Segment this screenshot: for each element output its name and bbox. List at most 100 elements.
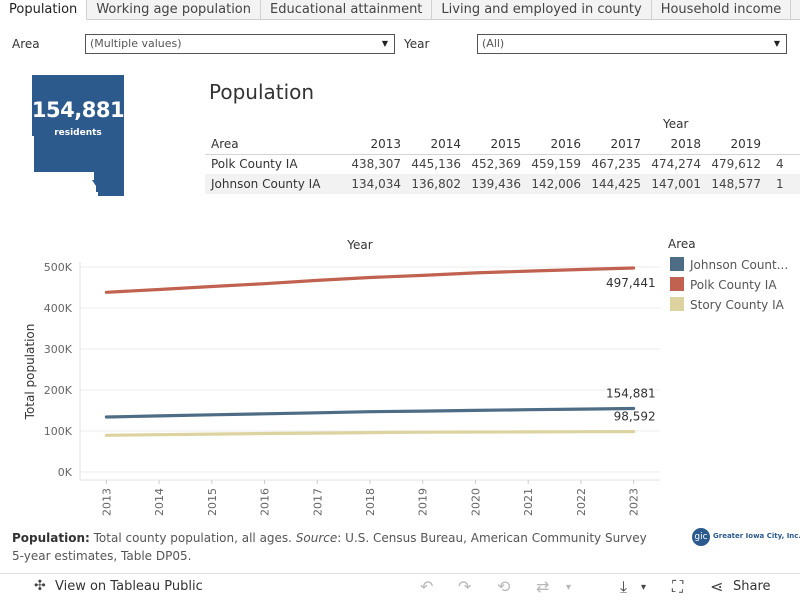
footnote-source-label: Source	[295, 531, 338, 545]
footnote-text: Total county population, all ages.	[89, 531, 296, 545]
table-value-cell: 144,425	[585, 174, 645, 194]
table-value-cell: 474,274	[651, 157, 701, 172]
greater-iowa-city-logo: gic Greater Iowa City, Inc.	[692, 527, 800, 546]
year-column-header: 2015	[465, 134, 525, 155]
chevron-down-icon[interactable]: ▾	[566, 582, 572, 593]
year-column-header: 2016	[525, 134, 585, 155]
table-value-cell: 148,577	[705, 174, 765, 194]
undo-icon[interactable]: ↶	[420, 577, 434, 596]
population-table: Area 2013 2014 2015 2016 2017 2018 2019 …	[205, 134, 800, 194]
area-filter-select[interactable]: (Multiple values) ▼	[85, 34, 395, 54]
share-button[interactable]: Share	[733, 579, 771, 594]
legend-item-story[interactable]: Story County IA	[670, 297, 784, 313]
x-tick-label: 2019	[417, 488, 430, 516]
y-tick-label: 500K	[44, 261, 73, 274]
series-line-johnson-county-ia	[104, 406, 636, 419]
year-filter-select[interactable]: (All) ▼	[477, 34, 787, 54]
revert-icon[interactable]: ⟲	[497, 577, 511, 596]
table-value-cell: 147,001	[645, 174, 705, 194]
footnote-source-text: : U.S. Census Bureau, American Community…	[12, 531, 647, 563]
table-value-cell: 467,235	[591, 157, 641, 172]
table-header-row: Area 2013 2014 2015 2016 2017 2018 2019	[205, 134, 800, 155]
x-tick-label: 2017	[311, 488, 324, 516]
table-value-cell-cut: 1	[765, 174, 800, 194]
y-tick-label: 100K	[44, 425, 73, 438]
tableau-logo-icon: ✣	[34, 578, 46, 594]
year-column-header: 2013	[343, 134, 405, 155]
table-value-cell: 438,307	[351, 157, 401, 172]
y-axis-label: Total population	[23, 324, 37, 421]
legend-item-johnson[interactable]: Johnson Count...	[670, 257, 788, 273]
resident-count-tile: 154,881 residents	[30, 72, 126, 198]
area-column-header: Area	[205, 134, 343, 155]
x-tick-label: 2022	[575, 488, 588, 516]
x-tick-label: 2018	[364, 488, 377, 516]
y-tick-label: 400K	[44, 302, 73, 315]
table-value-cell: 459,159	[531, 157, 581, 172]
table-value-cell: 142,006	[525, 174, 585, 194]
legend-label: Johnson Count...	[690, 258, 789, 272]
series-end-label: 497,441	[606, 276, 656, 290]
footnote-label: Population:	[12, 531, 90, 545]
table-value-cell: 479,612	[711, 157, 761, 172]
download-icon[interactable]: ⤓	[620, 577, 628, 596]
year-filter-label: Year	[404, 37, 430, 51]
y-tick-label: 300K	[44, 343, 73, 356]
x-tick-label: 2023	[628, 488, 641, 516]
legend-item-polk[interactable]: Polk County IA	[670, 277, 777, 293]
chevron-down-icon: ▼	[773, 39, 780, 48]
table-value-cell: 136,802	[405, 174, 465, 194]
x-tick-label: 2021	[522, 488, 535, 516]
legend-swatch	[670, 277, 684, 291]
legend-label: Story County IA	[690, 298, 784, 312]
x-tick-label: 2015	[206, 488, 219, 516]
logo-mark: gic	[692, 528, 710, 546]
tableau-toolbar: ✣ View on Tableau Public ↶ ↷ ⟲ ⇄ ▾ ⤓ ▾ ⛶…	[0, 573, 800, 600]
legend-swatch	[670, 297, 684, 311]
table-value-cell: 134,034	[343, 174, 405, 194]
series-end-label: 98,592	[614, 410, 656, 424]
table-row: Johnson County IA 134,034 136,802 139,43…	[205, 174, 800, 194]
population-line-chart: Year 0K 100K 200K 300K 400K 500K Total populati…	[23, 238, 660, 516]
tab-living-and-employed[interactable]: Living and employed in county	[432, 0, 652, 20]
view-on-tableau-public-link[interactable]: View on Tableau Public	[55, 579, 203, 594]
refresh-icon[interactable]: ⇄	[536, 577, 550, 596]
table-value-cell-cut: 4	[776, 157, 784, 172]
legend-swatch	[670, 257, 684, 271]
redo-icon[interactable]: ↷	[458, 577, 472, 596]
x-tick-label: 2013	[100, 488, 113, 516]
table-row: Polk County IA 438,307 445,136 452,369 4…	[205, 154, 800, 174]
table-area-cell: Polk County IA	[211, 157, 298, 172]
area-filter-label: Area	[12, 37, 40, 51]
year-column-header: 2017	[585, 134, 645, 155]
year-filter-value: (All)	[482, 37, 505, 50]
legend-title: Area	[668, 237, 696, 251]
series-line-story-county-ia	[104, 430, 636, 437]
tab-working-age-population[interactable]: Working age population	[87, 0, 261, 20]
tab-population[interactable]: Population	[0, 0, 88, 20]
population-table-title: Population	[209, 80, 315, 104]
tab-household-income[interactable]: Household income	[652, 0, 792, 20]
year-column-header: 2018	[645, 134, 705, 155]
chevron-down-icon[interactable]: ▾	[641, 582, 647, 593]
tab-educational-attainment[interactable]: Educational attainment	[261, 0, 433, 20]
resident-count-unit: residents	[54, 128, 102, 138]
table-year-header: Year	[663, 117, 689, 131]
county-shape-icon	[32, 75, 124, 196]
x-tick-label: 2016	[259, 488, 272, 516]
chart-footnote: Population: Total county population, all…	[12, 529, 652, 565]
share-icon[interactable]: ⋖	[710, 577, 724, 596]
fullscreen-icon[interactable]: ⛶	[672, 577, 684, 596]
dashboard-tabs: Population Working age population Educat…	[0, 0, 800, 20]
series-end-label: 154,881	[606, 386, 656, 400]
y-tick-label: 0K	[58, 466, 73, 479]
x-tick-label: 2020	[469, 488, 482, 516]
logo-name: Greater Iowa City, Inc.	[713, 532, 800, 540]
year-column-header: 2019	[705, 134, 765, 155]
series-line-polk-county-ia	[104, 266, 636, 294]
resident-count-value: 154,881	[31, 98, 125, 122]
table-value-cell: 452,369	[471, 157, 521, 172]
table-area-cell: Johnson County IA	[205, 174, 343, 194]
x-tick-label: 2014	[153, 488, 166, 516]
chart-title: Year	[346, 238, 372, 252]
